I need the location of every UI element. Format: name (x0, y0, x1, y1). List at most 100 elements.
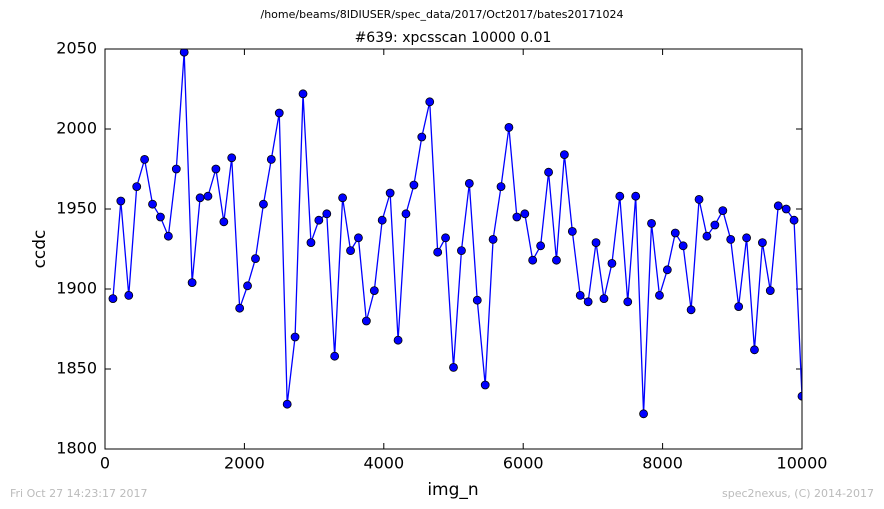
data-point (338, 193, 348, 203)
data-point (647, 218, 656, 228)
data-point (306, 238, 316, 248)
data-point (322, 209, 332, 219)
data-point (369, 286, 379, 296)
data-point (187, 278, 197, 288)
data-point (758, 238, 767, 248)
data-point (552, 255, 561, 265)
chart-title: #639: xpcsscan 10000 0.01 (355, 30, 552, 46)
data-point (765, 286, 775, 296)
data-point (140, 154, 149, 164)
data-point (401, 209, 411, 219)
data-point (282, 399, 292, 409)
data-point (797, 391, 802, 401)
data-point (298, 89, 308, 99)
data-point (575, 290, 585, 300)
data-point (639, 409, 648, 419)
data-point (781, 204, 791, 214)
x-tick-label: 0 (100, 454, 110, 473)
data-point (354, 233, 363, 243)
x-axis-label: img_n (427, 480, 478, 500)
data-point (203, 191, 213, 201)
data-point (259, 199, 268, 209)
data-point (393, 335, 403, 345)
data-point (124, 290, 134, 300)
data-point (591, 238, 601, 248)
y-tick-label: 2050 (56, 39, 97, 58)
data-point (409, 180, 419, 190)
data-line (112, 52, 802, 414)
footer-left: Fri Oct 27 14:23:17 2017 (10, 487, 148, 500)
data-point (441, 233, 450, 243)
data-point (662, 265, 672, 275)
x-tick-label: 6000 (503, 454, 544, 473)
data-point (789, 215, 799, 225)
data-point (449, 362, 458, 372)
data-point (710, 220, 720, 230)
y-tick-label: 1850 (56, 359, 97, 378)
data-point (599, 294, 609, 304)
y-tick-label: 1800 (56, 439, 97, 458)
x-tick-label: 10000 (777, 454, 828, 473)
data-point (480, 380, 490, 390)
footer-right: spec2nexus, (C) 2014-2017 (722, 487, 874, 500)
x-tick-label: 2000 (224, 454, 265, 473)
data-point (670, 228, 680, 238)
data-point (520, 209, 530, 219)
data-point (243, 281, 252, 291)
data-point (330, 351, 340, 361)
x-tick-label: 8000 (642, 454, 683, 473)
data-point (417, 132, 427, 142)
data-point (567, 226, 577, 236)
suptitle: /home/beams/8IDIUSER/spec_data/2017/Oct2… (261, 8, 624, 21)
data-point (615, 191, 625, 201)
data-point (132, 182, 142, 192)
data-point (536, 241, 546, 251)
data-point (773, 201, 783, 211)
data-point (631, 191, 641, 201)
y-tick-label: 2000 (56, 119, 97, 138)
data-point (148, 199, 157, 209)
data-point (750, 345, 759, 355)
data-point (235, 303, 245, 313)
data-point (314, 215, 324, 225)
data-point (361, 316, 371, 326)
data-point (457, 246, 466, 256)
data-point (544, 167, 553, 177)
data-point (718, 206, 728, 216)
data-point (607, 258, 617, 268)
data-point (742, 233, 751, 243)
data-point (171, 164, 181, 174)
data-point (559, 150, 569, 160)
data-point (290, 332, 300, 342)
data-point (385, 188, 395, 198)
data-point (726, 234, 736, 244)
data-point (227, 153, 237, 163)
data-point (678, 241, 688, 251)
y-axis-label: ccdc (30, 230, 50, 269)
data-point (488, 234, 498, 244)
x-tick-label: 4000 (363, 454, 404, 473)
data-point (528, 255, 538, 265)
data-point (108, 294, 118, 304)
data-point (425, 97, 435, 107)
data-point (472, 295, 482, 305)
data-point (219, 217, 229, 227)
data-point (116, 196, 126, 206)
data-point (251, 254, 260, 264)
data-point (496, 182, 506, 192)
data-point (702, 231, 712, 241)
data-point (583, 297, 593, 307)
data-point (655, 290, 664, 300)
data-point (623, 297, 633, 307)
y-tick-label: 1900 (56, 279, 97, 298)
data-point (464, 178, 474, 188)
data-point (179, 49, 189, 57)
data-point (734, 302, 744, 312)
data-point (274, 108, 284, 118)
data-point (433, 247, 443, 257)
data-point (195, 193, 205, 203)
data-point (686, 305, 696, 315)
data-point (163, 231, 173, 241)
plot-frame (104, 48, 803, 450)
data-point (156, 212, 165, 222)
